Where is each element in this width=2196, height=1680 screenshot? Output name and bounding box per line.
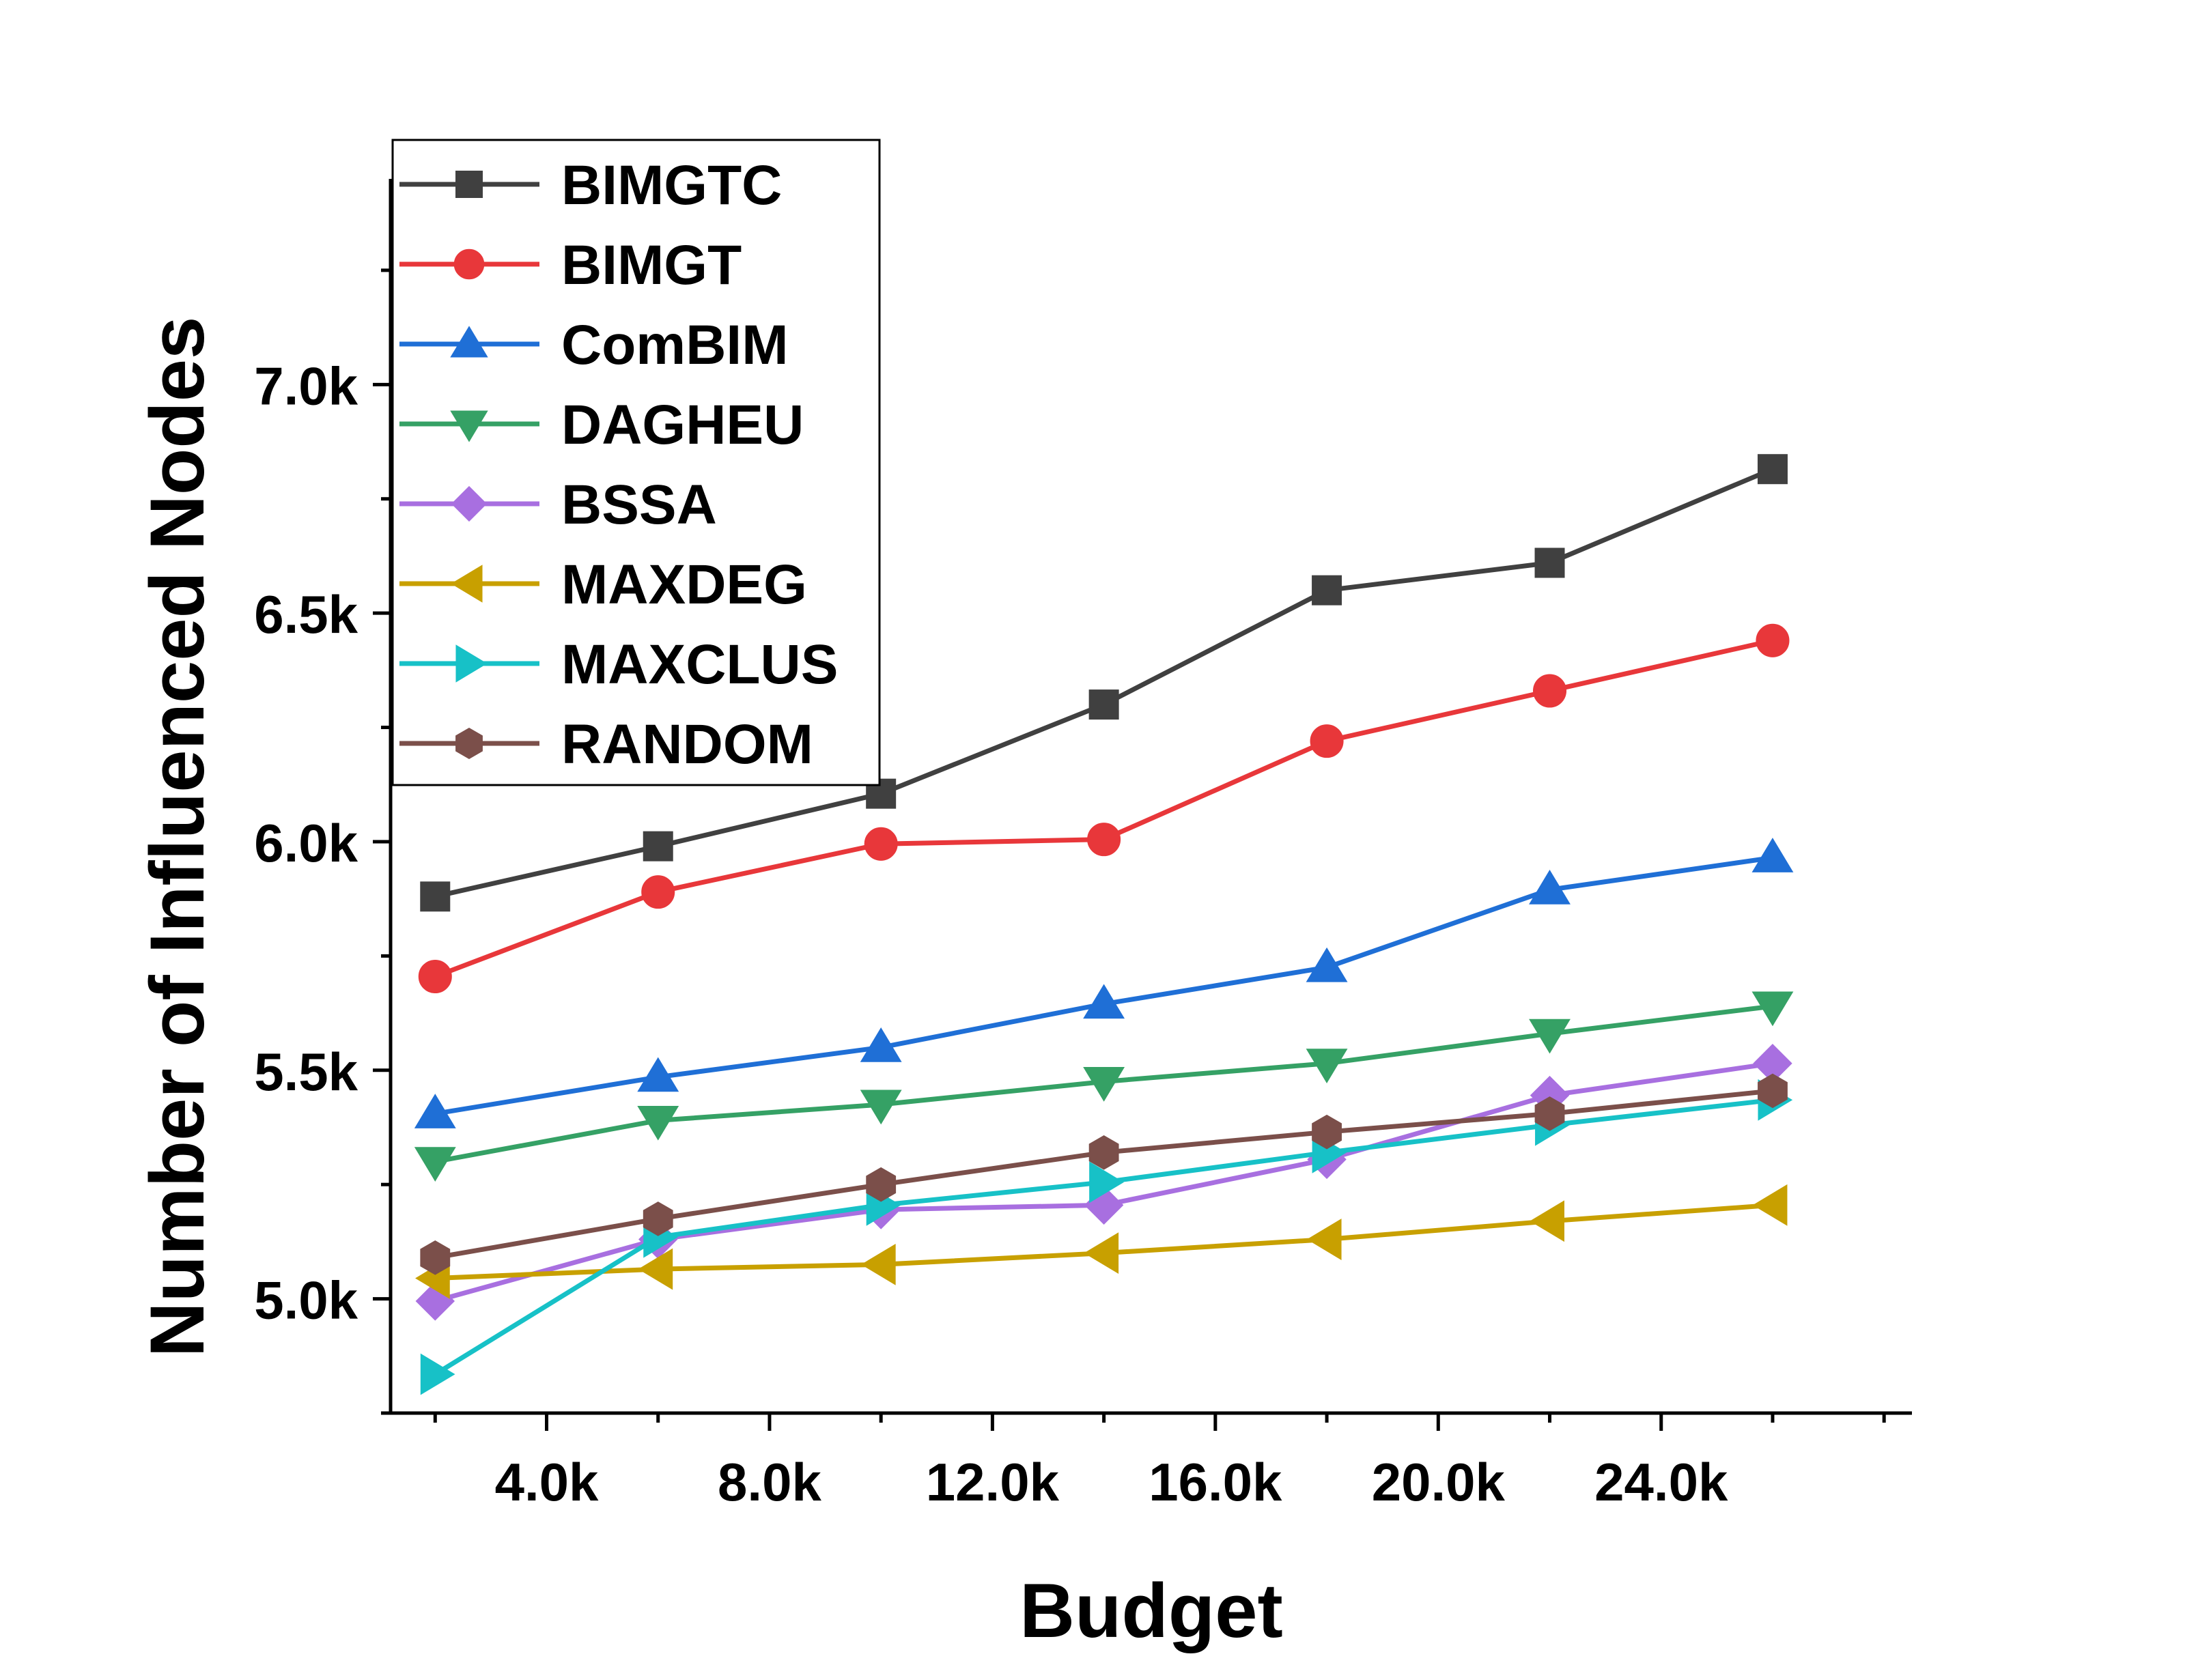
- legend-item-bimgt: BIMGT: [399, 234, 742, 296]
- data-point-maxclus: [1089, 1161, 1124, 1204]
- x-tick-label: 8.0k: [718, 1452, 821, 1512]
- legend-label-bimgt: BIMGT: [561, 234, 742, 296]
- legend-label-maxclus: MAXCLUS: [561, 633, 838, 696]
- x-tick-label: 20.0k: [1372, 1452, 1506, 1512]
- legend-label-bssa: BSSA: [561, 474, 717, 536]
- data-point-dagheu: [1529, 1019, 1571, 1054]
- x-tick-label: 24.0k: [1594, 1452, 1728, 1512]
- legend-item-maxdeg: MAXDEG: [399, 554, 807, 616]
- data-point-dagheu: [1083, 1067, 1125, 1102]
- series-maxdeg: [415, 1184, 1788, 1299]
- data-point-dagheu: [1306, 1049, 1348, 1083]
- data-point-combim: [860, 1027, 902, 1062]
- data-point-random: [1088, 1135, 1119, 1170]
- series-dagheu: [414, 991, 1794, 1182]
- data-point-dagheu: [637, 1105, 679, 1141]
- data-point-maxdeg: [1752, 1184, 1788, 1226]
- data-point-bimgt: [864, 827, 898, 861]
- data-point-combim: [1083, 984, 1125, 1019]
- data-point-bimgtc: [1088, 689, 1119, 720]
- data-point-random: [1534, 1096, 1565, 1131]
- data-point-bimgt: [1533, 674, 1567, 708]
- x-tick-label: 4.0k: [495, 1452, 599, 1512]
- y-axis-ticks: 5.0k 5.5k 6.0k 6.5k 7.0k: [254, 268, 391, 1415]
- data-point-random: [643, 1201, 673, 1236]
- data-point-maxdeg: [1306, 1219, 1342, 1260]
- legend-item-bssa: BSSA: [399, 474, 717, 536]
- legend-marker-dagheu: [450, 410, 488, 442]
- y-tick-label: 7.0k: [254, 356, 358, 416]
- data-point-bimgt: [1087, 823, 1121, 857]
- data-point-maxdeg: [1530, 1200, 1564, 1242]
- data-point-dagheu: [1751, 991, 1794, 1027]
- data-point-bimgt: [1756, 623, 1790, 657]
- legend-marker-combim: [450, 326, 488, 358]
- legend: BIMGTC BIMGT ComBIM DAGHEU BSSA MAXDEG MAXCLUS…: [391, 139, 881, 786]
- legend-label-random: RANDOM: [561, 713, 813, 775]
- data-point-maxdeg: [860, 1243, 896, 1285]
- y-tick-label: 6.5k: [254, 584, 358, 644]
- y-tick-label: 6.0k: [254, 813, 358, 873]
- data-point-random: [866, 1167, 897, 1202]
- data-point-bimgt: [418, 959, 452, 994]
- data-point-dagheu: [414, 1147, 456, 1182]
- legend-label-maxdeg: MAXDEG: [561, 554, 807, 616]
- legend-label-combim: ComBIM: [561, 314, 789, 376]
- x-tick-label: 16.0k: [1149, 1452, 1282, 1512]
- data-point-bimgtc: [1757, 454, 1788, 485]
- x-tick-label: 12.0k: [926, 1452, 1060, 1512]
- data-point-bimgt: [641, 875, 675, 909]
- data-point-combim: [637, 1057, 679, 1092]
- data-point-combim: [1751, 838, 1794, 872]
- data-point-bimgtc: [420, 881, 451, 912]
- legend-item-dagheu: DAGHEU: [399, 394, 804, 456]
- data-point-bimgtc: [643, 831, 673, 862]
- data-point-maxdeg: [1084, 1232, 1119, 1275]
- data-point-random: [1312, 1114, 1342, 1150]
- data-point-random: [420, 1240, 451, 1275]
- x-axis-label: Budget: [1019, 1568, 1283, 1653]
- legend-marker-bssa: [451, 485, 488, 522]
- legend-item-bimgtc: BIMGTC: [399, 154, 782, 216]
- data-point-combim: [414, 1094, 456, 1128]
- series-random: [420, 1073, 1788, 1275]
- legend-item-maxclus: MAXCLUS: [399, 633, 838, 696]
- data-point-maxclus: [420, 1353, 455, 1395]
- legend-label-bimgtc: BIMGTC: [561, 154, 782, 216]
- legend-marker-maxdeg: [451, 565, 483, 603]
- data-point-random: [1758, 1073, 1788, 1109]
- data-point-bimgt: [1310, 724, 1344, 758]
- legend-marker-bimgt: [453, 248, 485, 280]
- legend-marker-bimgtc: [455, 171, 483, 198]
- legend-box: [391, 139, 881, 786]
- legend-marker-maxclus: [455, 644, 488, 683]
- x-axis-ticks: 4.0k 8.0k 12.0k 16.0k 20.0k 24.0k: [433, 1413, 1886, 1512]
- legend-marker-random: [455, 727, 483, 760]
- legend-label-dagheu: DAGHEU: [561, 394, 804, 456]
- legend-item-random: RANDOM: [399, 713, 813, 775]
- y-tick-label: 5.5k: [254, 1042, 358, 1102]
- series-layer: [414, 454, 1794, 1395]
- data-point-dagheu: [860, 1090, 902, 1125]
- data-point-combim: [1306, 947, 1348, 982]
- legend-item-combim: ComBIM: [399, 314, 789, 376]
- series-bimgtc: [420, 454, 1788, 912]
- data-point-combim: [1529, 870, 1571, 905]
- y-axis-label: Number of Influenced Nodes: [135, 317, 220, 1358]
- series-bimgt: [418, 623, 1790, 994]
- data-point-bimgtc: [1312, 575, 1342, 606]
- data-point-maxdeg: [638, 1248, 673, 1290]
- data-point-bimgtc: [1534, 547, 1565, 578]
- series-combim: [414, 838, 1794, 1128]
- y-tick-label: 5.0k: [254, 1270, 358, 1330]
